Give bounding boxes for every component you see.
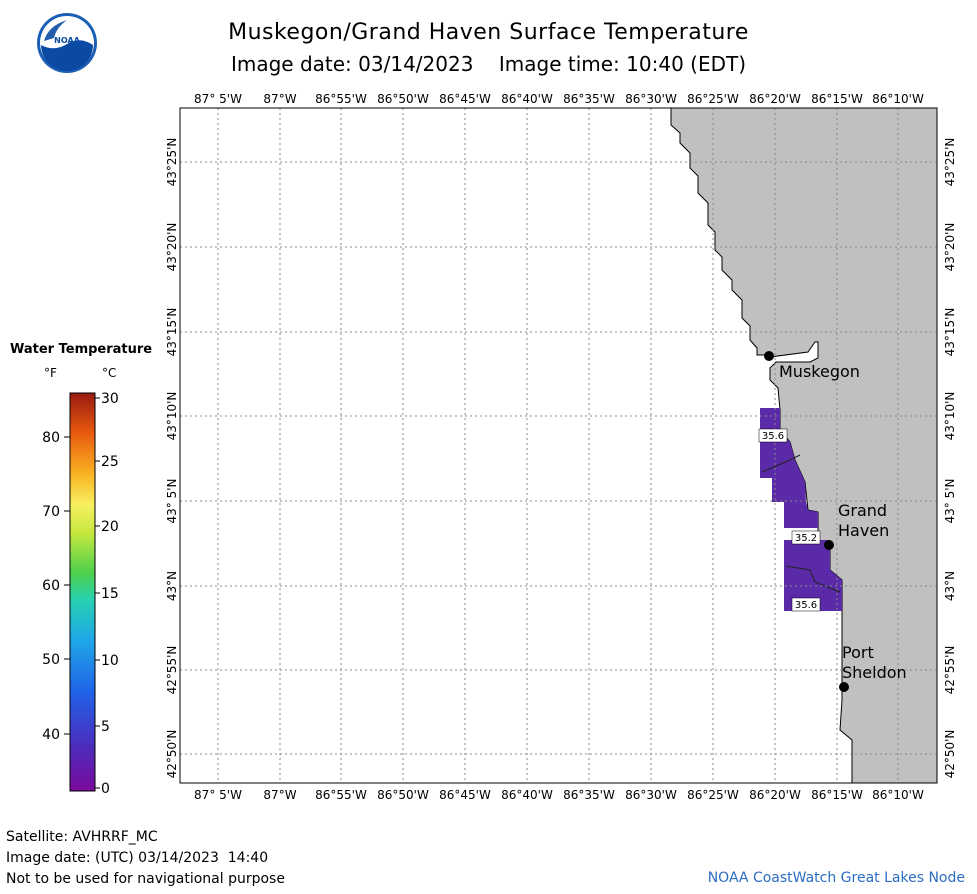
legend-c-tick: 30 <box>101 391 119 407</box>
lon-label: 87° 5'W <box>194 788 242 802</box>
city-dot-muskegon <box>764 351 774 361</box>
temp-label: 35.2 <box>795 533 817 544</box>
lon-label: 87°W <box>263 92 296 106</box>
lon-label: 86°25'W <box>687 92 739 106</box>
city-label-grand-haven-2: Haven <box>838 521 889 540</box>
lon-label: 86°40'W <box>501 788 553 802</box>
lon-label: 86°45'W <box>439 92 491 106</box>
city-label-port-sheldon-2: Sheldon <box>842 663 907 682</box>
lat-label: 42°55'N <box>943 646 957 695</box>
legend-f-tick: 60 <box>42 578 60 594</box>
lon-label: 86°20'W <box>749 788 801 802</box>
contour-line <box>785 565 841 593</box>
lat-label: 42°50'N <box>943 730 957 779</box>
legend-f-tick: 40 <box>42 727 60 743</box>
legend-c-tick: 5 <box>101 719 110 735</box>
lon-label: 86°50'W <box>377 788 429 802</box>
lon-label: 86°55'W <box>315 92 367 106</box>
lon-label: 86°15'W <box>811 788 863 802</box>
legend-c-tick: 15 <box>101 586 119 602</box>
lat-label: 43°N <box>165 571 179 601</box>
page-title: Muskegon/Grand Haven Surface Temperature <box>228 20 749 45</box>
lon-label: 86°50'W <box>377 92 429 106</box>
legend-color-bar <box>69 392 96 792</box>
legend-c-tick-marks <box>95 397 100 789</box>
lat-label: 43°25'N <box>165 138 179 187</box>
lat-labels-right: 43°25'N 43°20'N 43°15'N 43°10'N 43° 5'N … <box>943 138 957 779</box>
contour-line <box>761 454 801 473</box>
lon-label: 86°20'W <box>749 92 801 106</box>
water-patch-south-gh <box>784 540 842 611</box>
lat-label: 43°10'N <box>165 392 179 441</box>
image-time-label: Image time: 10:40 (EDT) <box>498 52 747 76</box>
water-patch-north-gh <box>784 502 818 528</box>
lon-label: 86°45'W <box>439 788 491 802</box>
lat-label: 43°10'N <box>943 392 957 441</box>
lat-label: 43°N <box>943 571 957 601</box>
legend-title: Water Temperature <box>10 342 153 357</box>
city-label-muskegon: Muskegon <box>779 362 860 381</box>
legend-f-tick: 80 <box>42 430 60 446</box>
lon-label: 87°W <box>263 788 296 802</box>
lon-label: 86°25'W <box>687 788 739 802</box>
legend-c-ticks: 30 25 20 15 10 5 0 <box>101 391 119 797</box>
lon-label: 87° 5'W <box>194 92 242 106</box>
lon-label: 86°40'W <box>501 92 553 106</box>
lon-label: 86°30'W <box>625 788 677 802</box>
lon-label: 86°10'W <box>872 92 924 106</box>
graticule <box>180 108 937 783</box>
city-label-port-sheldon-1: Port <box>842 643 874 662</box>
city-labels: Muskegon Grand Haven Port Sheldon <box>779 362 907 682</box>
legend-f-tick: 70 <box>42 504 60 520</box>
legend-f-tick: 50 <box>42 652 60 668</box>
lat-labels-left: 43°25'N 43°20'N 43°15'N 43°10'N 43° 5'N … <box>165 138 179 779</box>
lon-label: 86°10'W <box>872 788 924 802</box>
lat-label: 42°50'N <box>165 730 179 779</box>
legend-c-tick: 0 <box>101 781 110 797</box>
temp-label: 35.6 <box>762 431 784 442</box>
lon-label: 86°35'W <box>563 788 615 802</box>
legend-unit-c: °C <box>102 366 117 380</box>
lon-labels-bottom: 87° 5'W 87°W 86°55'W 86°50'W 86°45'W 86°… <box>194 788 924 802</box>
lat-label: 43°15'N <box>943 308 957 357</box>
lat-label: 43° 5'N <box>165 479 179 524</box>
lon-labels-top: 87° 5'W 87°W 86°55'W 86°50'W 86°45'W 86°… <box>194 92 924 106</box>
lat-label: 43°25'N <box>943 138 957 187</box>
lon-label: 86°15'W <box>811 92 863 106</box>
satellite-info: Satellite: AVHRRF_MC <box>6 829 158 845</box>
legend-f-tick-marks <box>64 436 70 735</box>
legend-c-tick: 10 <box>101 653 119 669</box>
lat-label: 43° 5'N <box>943 479 957 524</box>
legend-f-ticks: 80 70 60 50 40 <box>42 430 60 743</box>
utc-date-info: Image date: (UTC) 03/14/2023 14:40 <box>6 850 269 866</box>
credit-link[interactable]: NOAA CoastWatch Great Lakes Node <box>707 870 965 886</box>
image-date-label: Image date: 03/14/2023 <box>230 52 474 76</box>
temp-label: 35.6 <box>795 600 817 611</box>
city-dot-port-sheldon <box>839 682 849 692</box>
lon-label: 86°55'W <box>315 788 367 802</box>
lat-label: 43°20'N <box>165 223 179 272</box>
noaa-logo-text: NOAA <box>54 36 80 45</box>
legend-c-tick: 20 <box>101 519 119 535</box>
lat-label: 43°15'N <box>165 308 179 357</box>
city-label-grand-haven-1: Grand <box>838 501 887 520</box>
lat-label: 43°20'N <box>943 223 957 272</box>
lon-label: 86°35'W <box>563 92 615 106</box>
lon-label: 86°30'W <box>625 92 677 106</box>
navigation-disclaimer: Not to be used for navigational purpose <box>6 871 285 887</box>
lat-label: 42°55'N <box>165 646 179 695</box>
map-frame <box>179 107 938 784</box>
temperature-labels: 35.6 35.2 35.6 <box>758 428 821 612</box>
noaa-logo: NOAA <box>37 13 97 73</box>
legend-c-tick: 25 <box>101 454 119 470</box>
city-markers <box>764 351 849 692</box>
city-dot-grand-haven <box>824 540 834 550</box>
image-datetime: Image date: 03/14/2023 Image time: 10:40… <box>0 52 977 76</box>
legend-unit-f: °F <box>44 366 57 380</box>
